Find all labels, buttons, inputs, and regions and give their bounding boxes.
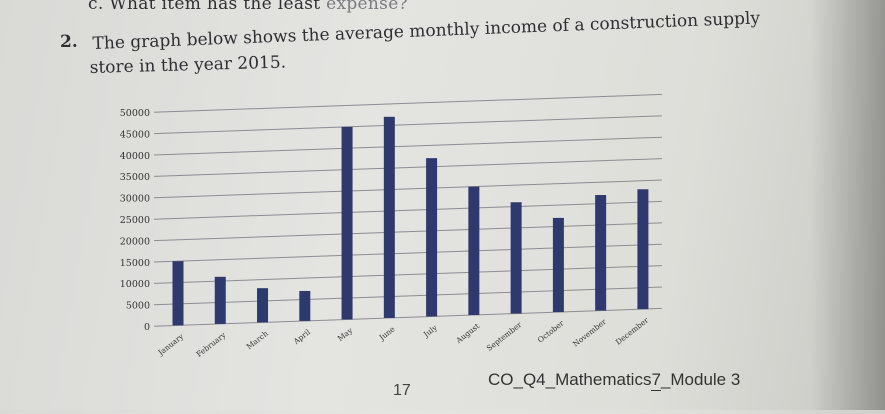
y-tick-label-15000: 15000 bbox=[120, 258, 150, 269]
x-tick-label-november: November bbox=[571, 317, 608, 349]
gridline-35000 bbox=[153, 158, 663, 177]
x-tick-label-august: August bbox=[454, 321, 481, 345]
bar-august bbox=[468, 186, 480, 316]
x-tick-label-april: April bbox=[291, 327, 312, 347]
page-shadow bbox=[810, 0, 885, 410]
module-suffix: _Module 3 bbox=[660, 370, 741, 389]
x-tick-label-september: September bbox=[485, 320, 524, 353]
page-number: 17 bbox=[393, 382, 411, 399]
gridline-10000 bbox=[153, 265, 663, 284]
bar-february bbox=[214, 276, 226, 324]
module-number: 7 bbox=[651, 370, 661, 391]
y-tick-label-45000: 45000 bbox=[120, 129, 150, 140]
bar-september bbox=[510, 202, 522, 314]
y-tick-label-30000: 30000 bbox=[120, 194, 150, 205]
module-prefix: CO_Q4_Mathematics bbox=[488, 370, 652, 389]
gridline-40000 bbox=[153, 136, 663, 156]
y-tick-label-0: 0 bbox=[144, 322, 150, 333]
y-tick-label-20000: 20000 bbox=[120, 236, 150, 247]
previous-question-visible: c. What item has the least bbox=[88, 0, 321, 14]
y-tick-label-40000: 40000 bbox=[120, 151, 150, 162]
bar-november bbox=[595, 195, 607, 311]
bar-december bbox=[637, 189, 649, 310]
x-tick-label-february: February bbox=[195, 330, 229, 359]
gridline-30000 bbox=[153, 179, 663, 199]
previous-question-faded: expense? bbox=[320, 0, 408, 14]
module-label: CO_Q4_Mathematics 7_Module 3 bbox=[488, 370, 740, 391]
x-tick-label-october: October bbox=[536, 318, 566, 344]
x-tick-label-june: June bbox=[377, 324, 397, 343]
x-tick-label-december: December bbox=[614, 315, 651, 346]
y-tick-label-5000: 5000 bbox=[126, 301, 150, 312]
question-number: 2. bbox=[60, 32, 78, 52]
bar-may bbox=[341, 126, 353, 320]
gridline-0 bbox=[153, 307, 663, 327]
gridline-20000 bbox=[153, 222, 663, 242]
gridline-5000 bbox=[153, 286, 663, 306]
gridline-15000 bbox=[153, 243, 663, 263]
x-tick-label-may: May bbox=[336, 325, 355, 343]
gridline-25000 bbox=[153, 200, 663, 220]
bar-april bbox=[299, 290, 311, 321]
gridline-50000 bbox=[153, 93, 663, 113]
previous-question-text: c. What item has the least expense? bbox=[88, 0, 408, 14]
bar-july bbox=[426, 158, 438, 317]
x-tick-label-january: January bbox=[156, 331, 186, 357]
gridline-45000 bbox=[153, 115, 663, 135]
y-tick-label-35000: 35000 bbox=[120, 172, 150, 183]
bar-october bbox=[552, 217, 564, 313]
y-tick-label-25000: 25000 bbox=[120, 215, 150, 226]
bar-january bbox=[172, 261, 184, 326]
y-tick-label-10000: 10000 bbox=[120, 279, 150, 290]
x-tick-label-july: July bbox=[421, 323, 439, 340]
bar-march bbox=[257, 288, 269, 323]
x-tick-label-march: March bbox=[245, 329, 270, 351]
y-tick-label-50000: 50000 bbox=[120, 108, 150, 119]
bar-june bbox=[383, 116, 395, 318]
